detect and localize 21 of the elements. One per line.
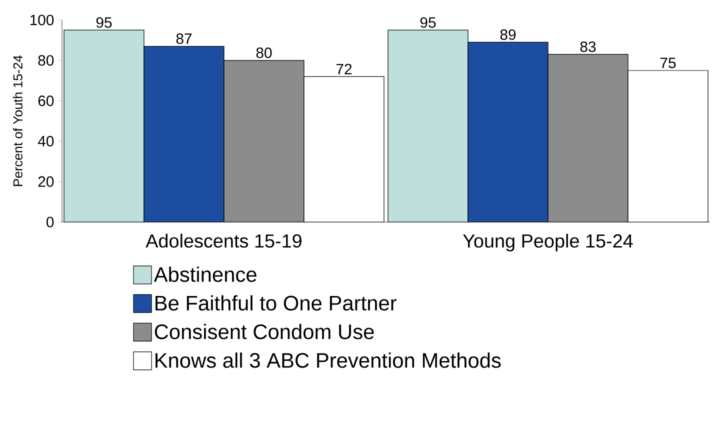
data-label: 89 bbox=[500, 29, 516, 40]
legend-label: Abstinence bbox=[154, 266, 256, 282]
data-label: 72 bbox=[336, 64, 352, 74]
data-label: 95 bbox=[96, 17, 112, 28]
data-label: 80 bbox=[256, 48, 272, 58]
x-tick-label: Young People 15-24 bbox=[462, 234, 633, 252]
x-tick-label: Adolescents 15-19 bbox=[146, 234, 302, 248]
y-tick-label: 80 bbox=[38, 55, 54, 66]
legend-label: Consisent Condom Use bbox=[154, 324, 374, 340]
data-label: 83 bbox=[580, 41, 596, 52]
y-tick-label: 100 bbox=[30, 14, 54, 26]
y-axis-title: Percent of Youth 15-24 bbox=[12, 55, 22, 186]
y-tick-label: 40 bbox=[38, 136, 54, 146]
y-tick-label: 60 bbox=[38, 96, 54, 106]
legend-label: Be Faithful to One Partner bbox=[156, 295, 396, 311]
data-label: 87 bbox=[176, 33, 192, 44]
legend-label: Knows all 3 ABC Prevention Methods bbox=[156, 352, 501, 368]
data-label: 95 bbox=[420, 17, 436, 28]
y-tick-label: 0 bbox=[46, 216, 54, 228]
y-tick-label: 20 bbox=[38, 176, 54, 187]
data-label: 75 bbox=[660, 58, 676, 68]
